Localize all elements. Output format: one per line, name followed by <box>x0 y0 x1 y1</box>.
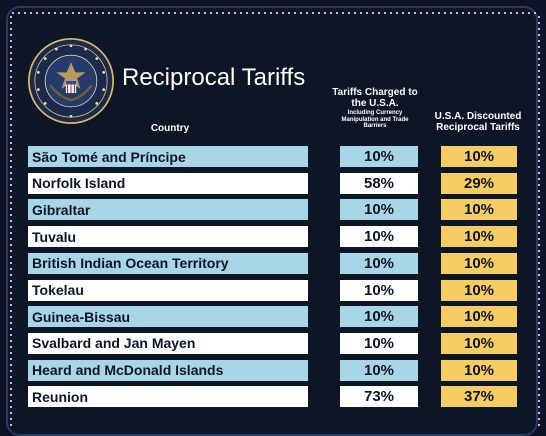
table-row: Norfolk Island 58% 29% <box>28 172 518 194</box>
tariff-charged-cell: 10% <box>340 332 418 354</box>
discounted-tariff-cell: 10% <box>441 226 517 248</box>
country-cell: Tuvalu <box>28 226 308 248</box>
table-row: Tuvalu 10% 10% <box>28 226 518 248</box>
country-cell: British Indian Ocean Territory <box>28 252 308 274</box>
table-row: Svalbard and Jan Mayen 10% 10% <box>28 332 518 354</box>
table-row: Reunion 73% 37% <box>28 386 518 408</box>
country-cell: Heard and McDonald Islands <box>28 359 308 381</box>
discounted-tariff-cell: 10% <box>441 279 517 301</box>
discounted-tariff-cell: 37% <box>441 386 517 408</box>
discounted-tariff-cell: 10% <box>441 252 517 274</box>
country-cell: São Tomé and Príncipe <box>28 146 308 167</box>
discounted-tariff-cell: 10% <box>441 306 517 328</box>
table-row: Heard and McDonald Islands 10% 10% <box>28 359 518 381</box>
table-row: Gibraltar 10% 10% <box>28 199 518 221</box>
country-cell: Svalbard and Jan Mayen <box>28 332 308 354</box>
page-title: Reciprocal Tariffs <box>122 64 306 91</box>
table-row: São Tomé and Príncipe 10% 10% <box>28 146 518 167</box>
country-cell: Gibraltar <box>28 199 308 221</box>
tariff-charged-cell: 10% <box>340 199 418 221</box>
table-row: Guinea-Bissau 10% 10% <box>28 306 518 328</box>
table-row: Tokelau 10% 10% <box>28 279 518 301</box>
country-cell: Norfolk Island <box>28 172 308 194</box>
tariffs-charged-header-main: Tariffs Charged to the U.S.A. <box>332 87 418 109</box>
dotted-border-right <box>536 14 542 429</box>
tariff-charged-cell: 10% <box>340 306 418 328</box>
discounted-tariff-cell: 29% <box>441 172 517 194</box>
country-cell: Tokelau <box>28 279 308 301</box>
tariff-charged-cell: 58% <box>340 172 418 194</box>
discounted-tariff-cell: 10% <box>441 199 517 221</box>
tariffs-charged-header-sub: Including Currency Manipulation and Trad… <box>341 110 409 130</box>
tariff-charged-cell: 10% <box>340 252 418 274</box>
tariff-charged-cell: 73% <box>340 386 418 408</box>
presidential-seal-icon <box>28 38 114 124</box>
discounted-tariff-cell: 10% <box>441 332 517 354</box>
dotted-border-left <box>8 14 14 429</box>
tariff-charged-cell: 10% <box>340 279 418 301</box>
table-row: British Indian Ocean Territory 10% 10% <box>28 252 518 274</box>
dotted-border-top <box>10 10 536 16</box>
country-cell: Reunion <box>28 386 308 408</box>
tariff-charged-cell: 10% <box>340 146 418 167</box>
tariff-charged-cell: 10% <box>340 359 418 381</box>
discounted-tariff-cell: 10% <box>441 146 517 167</box>
country-cell: Guinea-Bissau <box>28 306 308 328</box>
tariff-charged-cell: 10% <box>340 226 418 248</box>
discounted-tariff-cell: 10% <box>441 359 517 381</box>
tariffs-charged-column-header: Tariffs Charged to the U.S.A. Including … <box>330 87 420 130</box>
country-column-header: Country <box>150 123 190 134</box>
discounted-tariffs-column-header: U.S.A. Discounted Reciprocal Tariffs <box>434 111 522 133</box>
